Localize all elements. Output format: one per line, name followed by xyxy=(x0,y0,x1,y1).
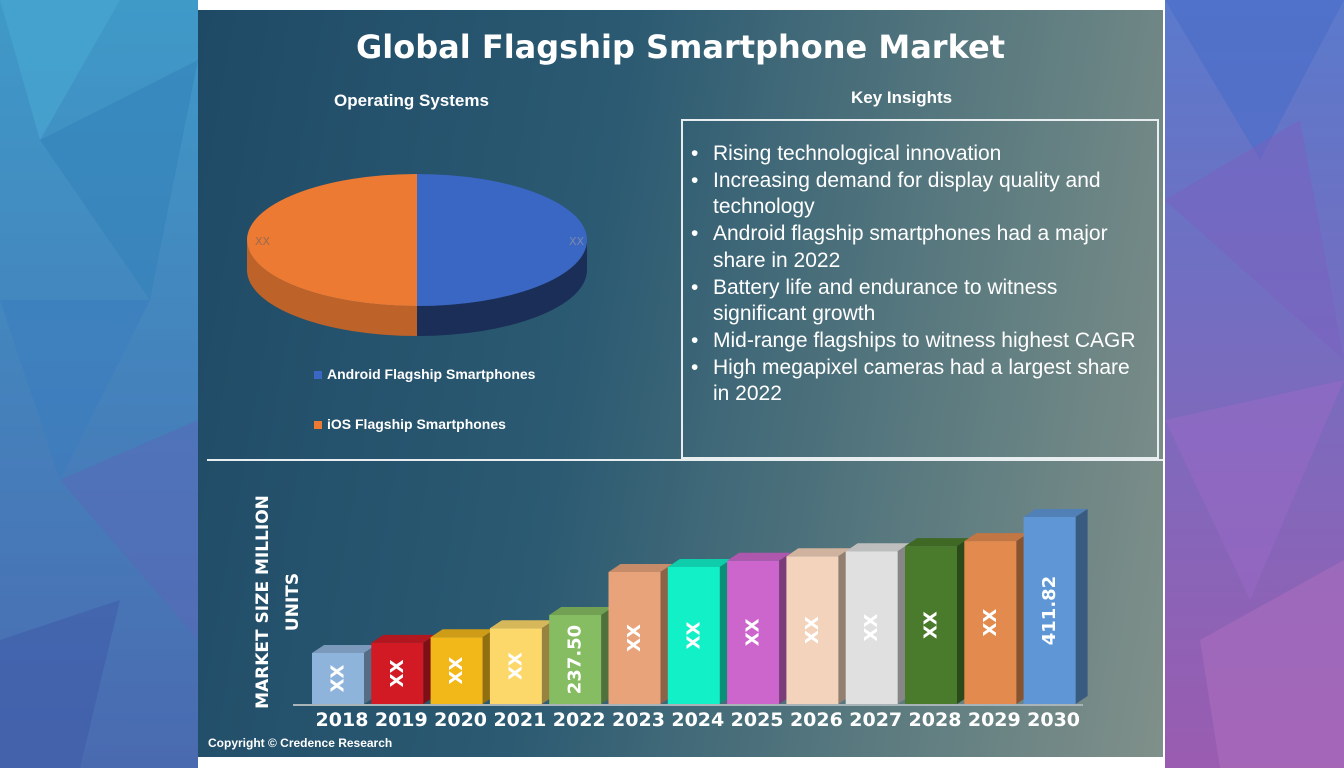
bar-top xyxy=(845,543,910,552)
x-tick-label: 2026 xyxy=(790,709,843,731)
legend-label: iOS Flagship Smartphones xyxy=(327,416,506,432)
infographic-panel: Global Flagship Smartphone Market Operat… xyxy=(198,10,1163,757)
bar-data-label: XX xyxy=(446,657,467,685)
insight-item: High megapixel cameras had a largest sha… xyxy=(691,355,1143,408)
bar-data-label: XX xyxy=(980,609,1001,637)
bar-chart: MARKET SIZE MILLION UNITS XX 2018 XX 2019 XX 20… xyxy=(253,495,1088,731)
pie-slice-side-android xyxy=(417,240,587,336)
bar-top xyxy=(786,548,851,557)
pie-heading: Operating Systems xyxy=(334,91,489,110)
pie-chart: XX XX xyxy=(247,174,587,336)
bar-2022 xyxy=(549,615,602,704)
bar-top xyxy=(371,634,436,643)
bar-top xyxy=(667,558,732,567)
legend-swatch xyxy=(314,421,322,430)
bar-2023 xyxy=(608,572,661,704)
x-tick-label: 2025 xyxy=(731,709,784,731)
bar-2026 xyxy=(786,556,839,704)
bar-data-label: XX xyxy=(861,614,882,642)
bar-top xyxy=(608,564,673,573)
x-tick-label: 2024 xyxy=(671,709,724,731)
y-axis-label: MARKET SIZE MILLION UNITS xyxy=(253,495,303,709)
insight-item: Android flagship smartphones had a major… xyxy=(691,221,1143,274)
bar-data-label: XX xyxy=(624,624,645,652)
bar-top xyxy=(964,533,1029,542)
key-insights-box: Rising technological innovation Increasi… xyxy=(681,119,1159,459)
bar-data-label: 411.82 xyxy=(1039,576,1060,645)
x-tick-label: 2020 xyxy=(434,709,487,731)
pie-label-ios: XX xyxy=(255,235,271,248)
section-divider xyxy=(207,459,1163,461)
insight-item: Battery life and endurance to witness si… xyxy=(691,275,1143,328)
legend-label: Android Flagship Smartphones xyxy=(327,366,536,382)
bar-2019 xyxy=(371,642,424,704)
pie-slice-side-ios xyxy=(247,240,417,336)
bar-top xyxy=(727,552,792,561)
bar-data-label: 237.50 xyxy=(565,625,586,694)
x-tick-label: 2021 xyxy=(493,709,546,731)
copyright: Copyright © Credence Research xyxy=(208,736,393,750)
x-tick-label: 2028 xyxy=(909,709,962,731)
bar-data-label: XX xyxy=(921,611,942,639)
insight-item: Mid-range flagships to witness highest C… xyxy=(691,328,1143,355)
bar-2018 xyxy=(312,652,364,704)
pie-slice-android xyxy=(417,174,587,306)
bar-2025 xyxy=(727,560,780,704)
x-tick-label: 2019 xyxy=(375,709,428,731)
bar-data-label: XX xyxy=(802,616,823,644)
bar-2027 xyxy=(845,551,898,704)
x-tick-label: 2022 xyxy=(553,709,606,731)
bar-top xyxy=(489,620,554,629)
insight-item: Rising technological innovation xyxy=(691,141,1143,168)
x-tick-label: 2018 xyxy=(316,709,369,731)
y-axis-label-line: UNITS xyxy=(283,573,303,631)
insights-heading: Key Insights xyxy=(851,88,953,107)
x-tick-label: 2030 xyxy=(1027,709,1080,731)
bar-data-label: XX xyxy=(743,618,764,646)
pie-label-android: XX xyxy=(569,235,585,248)
bar-data-label: XX xyxy=(328,664,349,692)
bar-2021 xyxy=(489,628,542,704)
bar-2024 xyxy=(667,566,720,704)
insight-item: Increasing demand for display quality an… xyxy=(691,168,1143,221)
y-axis-label-line: MARKET SIZE MILLION xyxy=(253,495,273,709)
x-tick-label: 2029 xyxy=(968,709,1021,731)
bar-side xyxy=(1075,509,1088,704)
bar-2028 xyxy=(905,546,957,704)
x-tick-label: 2027 xyxy=(849,709,902,731)
bar-2030 xyxy=(1023,517,1076,704)
bar-data-label: XX xyxy=(387,659,408,687)
bar-2029 xyxy=(964,541,1017,704)
page-title: Global Flagship Smartphone Market xyxy=(356,28,1005,66)
pie-slice-ios xyxy=(247,174,417,306)
legend-item-android: Android Flagship Smartphones xyxy=(314,366,535,382)
legend-item-ios: iOS Flagship Smartphones xyxy=(314,416,506,432)
bar-top xyxy=(1023,509,1088,518)
legend-swatch xyxy=(314,371,322,380)
bar-top xyxy=(905,538,969,547)
x-tick-label: 2023 xyxy=(612,709,665,731)
bar-data-label: XX xyxy=(683,621,704,649)
bar-2020 xyxy=(430,637,483,704)
bar-data-label: XX xyxy=(505,652,526,680)
bar-top xyxy=(430,629,495,638)
bar-top xyxy=(312,644,376,653)
bar-top xyxy=(549,607,614,616)
